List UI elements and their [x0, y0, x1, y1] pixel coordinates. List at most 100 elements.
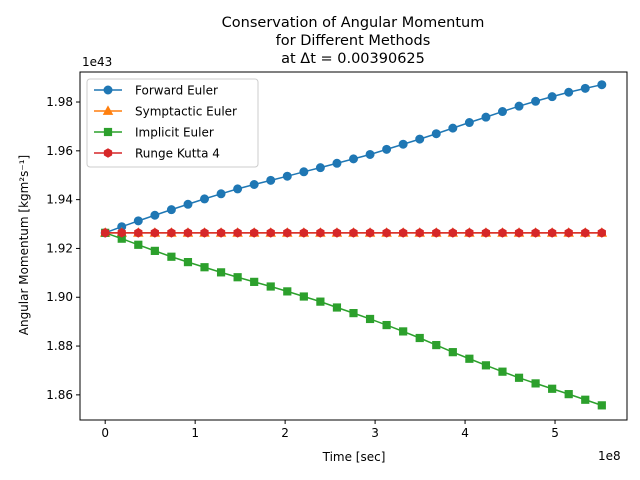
data-point-forward-euler — [315, 163, 325, 173]
data-point-runge-kutta-4 — [581, 228, 590, 238]
data-point-runge-kutta-4 — [150, 228, 159, 238]
y-axis-label: Angular Momentum [kgm²s⁻¹] — [17, 155, 31, 336]
data-point-implicit-euler — [349, 309, 358, 318]
data-point-forward-euler — [150, 210, 160, 220]
data-point-implicit-euler — [167, 252, 176, 261]
data-point-forward-euler — [415, 134, 425, 144]
series-line-implicit-euler — [104, 232, 603, 407]
data-point-implicit-euler — [597, 401, 606, 410]
x-tick-label: 1 — [191, 426, 199, 440]
data-point-runge-kutta-4 — [597, 228, 606, 238]
y-tick-label: 1.86 — [46, 388, 73, 402]
legend-label-runge-kutta-4: Runge Kutta 4 — [135, 147, 220, 161]
data-point-forward-euler — [547, 92, 557, 102]
data-point-runge-kutta-4 — [432, 228, 441, 238]
data-point-forward-euler — [531, 96, 541, 106]
data-point-runge-kutta-4 — [283, 228, 292, 238]
data-point-forward-euler — [448, 123, 458, 133]
data-point-forward-euler — [382, 144, 392, 154]
data-point-forward-euler — [564, 87, 574, 97]
data-point-runge-kutta-4 — [448, 228, 457, 238]
data-point-implicit-euler — [548, 384, 557, 393]
axis-ticks: 0 1 2 3 4 5 1.86 1.88 1.90 1.92 1.94 1.96 1.98 — [46, 95, 559, 440]
y-tick-label: 1.98 — [46, 95, 73, 109]
data-point-runge-kutta-4 — [316, 228, 325, 238]
data-point-implicit-euler — [448, 348, 457, 357]
data-point-forward-euler — [481, 112, 491, 122]
data-point-implicit-euler — [481, 361, 491, 370]
legend-label-symptactic-euler: Symptactic Euler — [135, 105, 237, 119]
legend-marker-forward-euler — [103, 85, 113, 95]
data-point-forward-euler — [200, 194, 210, 204]
legend: Forward Euler Symptactic Euler Implicit Eu… — [86, 78, 259, 168]
data-point-runge-kutta-4 — [332, 228, 342, 238]
data-point-runge-kutta-4 — [514, 228, 524, 238]
data-point-implicit-euler — [299, 292, 308, 301]
data-point-forward-euler — [133, 216, 143, 226]
x-tick-label: 5 — [551, 426, 559, 440]
data-point-runge-kutta-4 — [167, 228, 176, 238]
data-point-implicit-euler — [382, 320, 391, 330]
legend-marker-runge-kutta-4 — [103, 148, 113, 158]
data-point-runge-kutta-4 — [266, 228, 275, 238]
data-point-implicit-euler — [581, 395, 590, 404]
data-point-implicit-euler — [564, 390, 573, 399]
data-point-runge-kutta-4 — [101, 228, 110, 238]
data-point-implicit-euler — [216, 268, 226, 277]
series-forward-euler — [100, 80, 607, 238]
data-point-forward-euler — [365, 149, 375, 159]
data-point-implicit-euler — [266, 282, 275, 291]
legend-label-implicit-euler: Implicit Euler — [135, 126, 214, 140]
data-point-implicit-euler — [283, 287, 292, 296]
data-point-forward-euler — [183, 199, 193, 209]
legend-marker-symptactic-euler — [102, 105, 114, 115]
data-point-forward-euler — [216, 189, 226, 199]
data-point-implicit-euler — [332, 303, 342, 312]
axes-frame — [79, 71, 628, 421]
legend-marker-implicit-euler — [103, 127, 113, 137]
data-point-forward-euler — [299, 167, 309, 177]
title-line-3: at Δt = 0.00390625 — [281, 51, 425, 67]
data-point-forward-euler — [233, 184, 243, 194]
x-offset-label: 1e8 — [598, 449, 621, 463]
data-point-forward-euler — [497, 107, 507, 117]
data-point-runge-kutta-4 — [481, 228, 491, 238]
x-tick-label: 3 — [371, 426, 379, 440]
data-point-forward-euler — [464, 118, 474, 128]
data-point-forward-euler — [398, 139, 408, 149]
y-offset-label: 1e43 — [82, 55, 112, 69]
plot-area — [99, 80, 608, 410]
data-point-runge-kutta-4 — [134, 228, 143, 238]
data-point-forward-euler — [580, 83, 590, 93]
legend-label-forward-euler: Forward Euler — [135, 84, 218, 98]
data-point-runge-kutta-4 — [117, 228, 126, 238]
x-tick-label: 0 — [101, 426, 109, 440]
series-implicit-euler — [101, 228, 606, 410]
data-point-implicit-euler — [250, 277, 259, 286]
data-point-runge-kutta-4 — [498, 228, 507, 238]
data-point-runge-kutta-4 — [365, 228, 375, 238]
data-point-runge-kutta-4 — [200, 228, 209, 238]
data-point-implicit-euler — [432, 340, 441, 350]
data-point-runge-kutta-4 — [531, 228, 540, 238]
y-tick-label: 1.92 — [46, 241, 73, 255]
data-point-forward-euler — [431, 129, 441, 139]
data-point-implicit-euler — [150, 246, 159, 255]
y-tick-label: 1.88 — [46, 339, 73, 353]
chart-title: Conservation of Angular Momentum for Dif… — [222, 15, 485, 67]
data-point-runge-kutta-4 — [415, 228, 424, 238]
data-point-implicit-euler — [531, 379, 540, 388]
data-point-forward-euler — [282, 171, 292, 181]
title-line-1: Conservation of Angular Momentum — [222, 15, 485, 31]
data-point-implicit-euler — [498, 367, 507, 376]
data-point-runge-kutta-4 — [548, 228, 557, 238]
data-point-runge-kutta-4 — [250, 228, 259, 238]
legend-box — [86, 78, 259, 168]
data-point-runge-kutta-4 — [183, 228, 193, 238]
data-point-forward-euler — [166, 205, 176, 215]
data-point-forward-euler — [349, 154, 358, 164]
data-point-implicit-euler — [200, 263, 209, 272]
data-point-implicit-euler — [183, 258, 193, 267]
data-point-runge-kutta-4 — [399, 228, 408, 238]
